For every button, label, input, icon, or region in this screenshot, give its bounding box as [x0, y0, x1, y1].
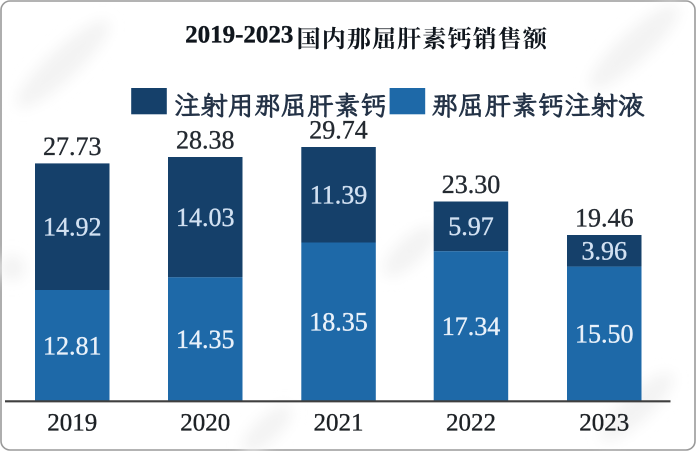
svg-text:19.46: 19.46 [575, 204, 634, 233]
svg-text:11.39: 11.39 [310, 180, 368, 209]
svg-text:17.34: 17.34 [442, 312, 501, 341]
svg-text:2020: 2020 [180, 410, 230, 437]
svg-text:23.30: 23.30 [442, 170, 501, 199]
svg-text:2019: 2019 [47, 410, 97, 437]
svg-text:2019-2023: 2019-2023 [185, 22, 293, 49]
svg-text:15.50: 15.50 [575, 320, 634, 349]
svg-text:14.35: 14.35 [176, 325, 235, 354]
svg-text:28.38: 28.38 [176, 126, 235, 155]
svg-text:14.03: 14.03 [176, 203, 235, 232]
svg-text:2022: 2022 [446, 410, 496, 437]
svg-text:27.73: 27.73 [43, 132, 102, 161]
svg-text:14.92: 14.92 [43, 212, 102, 241]
svg-text:12.81: 12.81 [43, 331, 102, 360]
svg-text:5.97: 5.97 [448, 212, 494, 241]
svg-text:2023: 2023 [579, 410, 629, 437]
svg-text:29.74: 29.74 [309, 116, 368, 145]
svg-text:2021: 2021 [314, 410, 364, 437]
svg-text:3.96: 3.96 [582, 236, 628, 265]
svg-text:18.35: 18.35 [309, 308, 368, 337]
